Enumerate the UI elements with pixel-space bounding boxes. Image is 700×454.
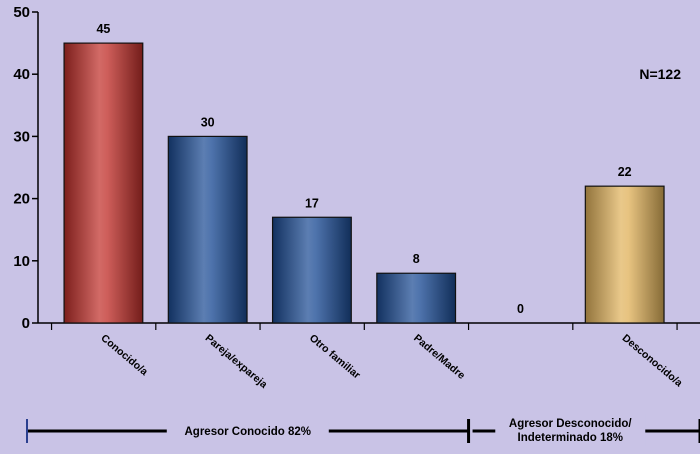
y-tick-label: 30 xyxy=(13,128,30,145)
bar-value-label: 45 xyxy=(96,22,110,36)
sample-size-label: N=122 xyxy=(639,66,681,82)
bar-value-label: 0 xyxy=(517,302,524,316)
y-tick-label: 40 xyxy=(13,66,30,83)
y-tick-label: 20 xyxy=(13,191,30,208)
y-tick-label: 10 xyxy=(13,253,30,270)
bar-value-label: 17 xyxy=(305,196,319,210)
bar-value-label: 30 xyxy=(201,115,215,129)
bar-desconocido-a xyxy=(584,185,665,324)
x-category-label: Desconocido/a xyxy=(620,332,685,389)
bar-value-label: 8 xyxy=(413,252,420,266)
x-category-label: Conocido/a xyxy=(98,332,150,378)
bar-pareja-expareja xyxy=(167,135,248,324)
y-tick-label: 0 xyxy=(22,315,30,332)
bar-otro-familiar xyxy=(271,216,352,324)
group-label: Indeterminado 18% xyxy=(518,432,623,444)
group-label: Agresor Conocido 82% xyxy=(185,426,312,438)
x-category-label: Padre/Madre xyxy=(411,332,467,382)
x-category-label: Otro familiar xyxy=(307,332,363,381)
group-label-bg xyxy=(495,414,646,446)
group-label-bg xyxy=(166,422,329,440)
group-label: Agresor Desconocido/ xyxy=(509,418,632,430)
bar-value-label: 22 xyxy=(618,165,632,179)
y-tick-label: 50 xyxy=(13,4,30,21)
bar-conocido-a xyxy=(63,42,144,324)
bar-padre-madre xyxy=(376,272,457,324)
x-category-label: Pareja/expareja xyxy=(203,332,270,391)
